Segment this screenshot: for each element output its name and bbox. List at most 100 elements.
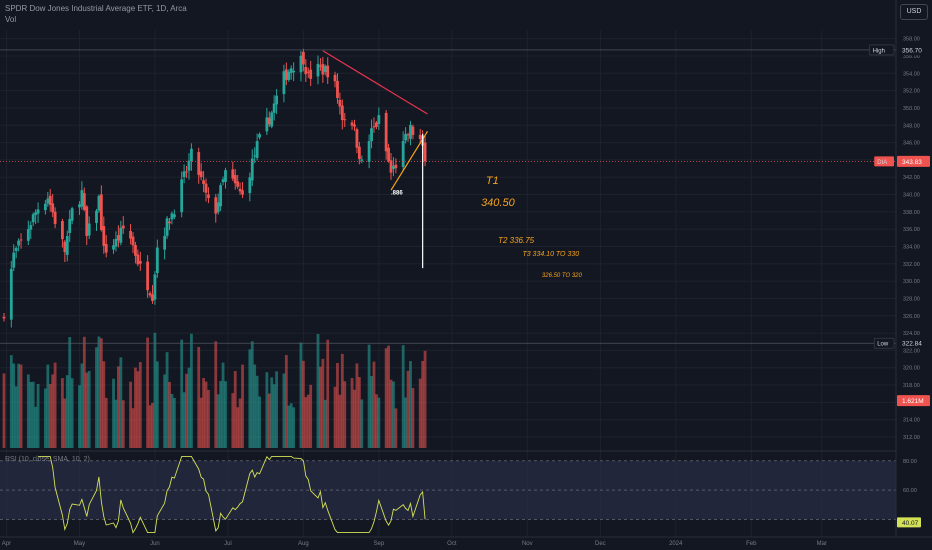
volume-bar: [248, 349, 252, 448]
volume-bar: [289, 403, 293, 448]
volume-bar: [231, 393, 235, 448]
volume-bar: [418, 378, 422, 448]
candle-body: [68, 219, 72, 234]
candle-body: [301, 51, 305, 65]
volume-bar: [353, 389, 356, 448]
volume-bar: [168, 381, 171, 448]
volume-bar: [95, 347, 98, 448]
candle-body: [199, 171, 203, 178]
high-marker-value-box: [897, 44, 930, 56]
candle-body: [394, 164, 398, 169]
volume-bar: [70, 378, 74, 448]
volume-bar: [19, 364, 23, 448]
price-tick-label: 356.00: [903, 54, 920, 60]
volume-bar: [82, 336, 86, 448]
time-tick-label: Jul: [224, 541, 232, 547]
time-tick-label: Jun: [150, 541, 160, 547]
volume-bar: [216, 394, 220, 448]
candle-body: [82, 193, 86, 210]
volume-bar: [170, 393, 174, 448]
candle-body: [202, 180, 205, 184]
chart-title: SPDR Dow Jones Industrial Average ETF, 1…: [5, 4, 187, 13]
candle-body: [304, 67, 308, 75]
rsi-title: RSI (10, close, SMA, 10, 2): [5, 456, 90, 463]
resistance-trendline[interactable]: [322, 50, 428, 115]
price-tick-label: 358.00: [903, 37, 920, 43]
rsi-pane: RSI (10, close, SMA, 10, 2): [0, 450, 896, 534]
candle-body: [46, 198, 50, 204]
high-marker-label: High: [873, 48, 885, 54]
time-tick-label: Sep: [373, 541, 384, 547]
volume-bar: [2, 373, 6, 448]
candle-body: [404, 133, 408, 141]
price-tick-label: 312.00: [903, 435, 920, 441]
volume-bar: [360, 399, 364, 448]
volume-bar: [182, 392, 186, 448]
volume-bar: [26, 374, 30, 448]
low-marker-value: 322.84: [902, 341, 922, 348]
candle-body: [29, 225, 33, 230]
volume-bar: [384, 348, 388, 448]
candle-body: [401, 141, 405, 167]
candle-body: [214, 197, 218, 214]
price-tick-label: 320.00: [903, 366, 920, 372]
candle-body: [375, 122, 378, 128]
volume-last-value: 1.621M: [902, 398, 924, 405]
volume-bar: [404, 397, 408, 448]
price-tick-label: 332.00: [903, 262, 920, 268]
candle-body: [282, 71, 286, 94]
volume-bar: [61, 378, 64, 448]
volume-bar: [343, 381, 347, 448]
volume-bar: [323, 399, 327, 448]
volume-bar: [367, 344, 371, 448]
candle-body: [9, 268, 13, 320]
candle-body: [134, 244, 137, 256]
low-marker-label: Low: [877, 342, 889, 348]
price-tick-label: 350.00: [903, 106, 920, 112]
price-tick-label: 342.00: [903, 175, 920, 181]
candle-body: [258, 134, 261, 138]
volume-bar: [99, 338, 103, 448]
candle-body: [190, 148, 193, 162]
volume-bar: [224, 381, 227, 448]
price-tick-label: 326.00: [903, 314, 920, 320]
support-trendline[interactable]: [390, 131, 429, 191]
candle-body: [360, 159, 364, 161]
currency-button[interactable]: USD: [900, 4, 928, 20]
time-axis: Apr May Jun Jul Aug Sep Oct Nov Dec 2024 Feb Mar: [0, 536, 932, 547]
volume-bar: [114, 399, 118, 448]
price-tick-label: 336.00: [903, 227, 920, 233]
candle-body: [85, 206, 89, 236]
candle-body: [146, 261, 150, 291]
volume-bar: [319, 366, 322, 448]
candle-body: [19, 239, 23, 241]
candle-body: [31, 214, 35, 223]
volume-bar: [151, 402, 154, 448]
candle-body: [2, 316, 6, 319]
volume-bar: [387, 345, 390, 448]
volume-bar: [53, 362, 57, 448]
volume-bar: [375, 394, 378, 448]
price-tick-label: 330.00: [903, 279, 920, 285]
candle-body: [241, 190, 244, 195]
volume-bar: [233, 371, 237, 448]
volume-bar: [270, 377, 274, 448]
volume-bar: [31, 381, 35, 448]
candle-body: [250, 158, 254, 181]
candle-body: [377, 115, 381, 124]
volume-bar: [333, 386, 337, 448]
time-tick-label: Apr: [2, 541, 11, 547]
volume-bar: [172, 397, 176, 448]
volume-bar: [14, 386, 18, 448]
volume-bar: [370, 376, 373, 448]
volume-bar: [65, 375, 69, 448]
volume-bar: [401, 345, 405, 448]
volume-bar: [350, 378, 354, 448]
volume-bar: [214, 341, 218, 448]
volume-bar: [97, 336, 101, 448]
price-tick-label: 334.00: [903, 244, 920, 250]
rsi-last-value: 40.07: [902, 520, 919, 527]
volume-bar: [165, 352, 169, 448]
last-price-marker-tag: [874, 156, 894, 167]
